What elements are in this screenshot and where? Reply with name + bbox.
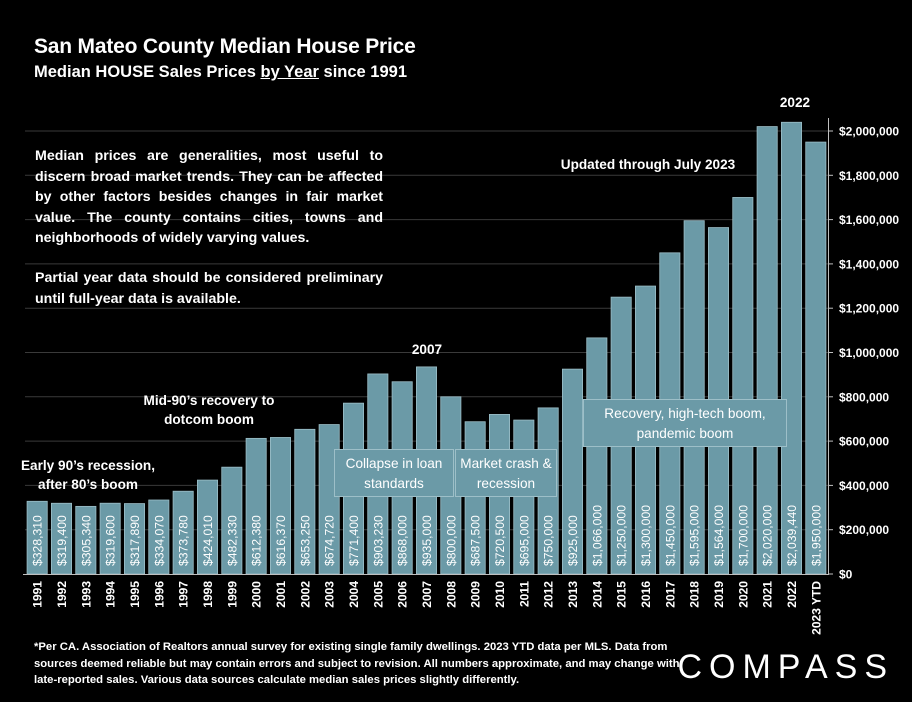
x-tick-label-2017: 2017	[663, 581, 677, 608]
y-tick-label-9: $1,800,000	[839, 169, 899, 183]
y-tick-label-4: $800,000	[839, 390, 889, 404]
value-label-1994: $319,600	[104, 515, 118, 566]
subtitle-prefix: Median HOUSE Sales Prices	[34, 63, 261, 81]
value-label-2022: $2,039,440	[785, 505, 799, 566]
updated-note: Updated through July 2023	[560, 157, 736, 172]
value-label-2014: $1,066,000	[590, 505, 604, 566]
value-label-2019: $1,564,000	[712, 505, 726, 566]
x-tick-label-2022: 2022	[785, 581, 799, 608]
x-tick-label-2009: 2009	[469, 581, 483, 608]
annotation-2007: 2007	[411, 342, 443, 357]
value-label-2006: $868,000	[396, 515, 410, 566]
value-label-2023 YTD: $1,950,000	[809, 505, 823, 566]
x-tick-label-1999: 1999	[225, 581, 239, 608]
y-tick-label-8: $1,600,000	[839, 213, 899, 227]
annotation-collapse-box: Collapse in loan standards	[334, 449, 454, 497]
x-tick-label-2015: 2015	[615, 581, 629, 608]
annotation-early-90s: Early 90’s recession, after 80’s boom	[20, 458, 155, 492]
y-tick-label-7: $1,400,000	[839, 257, 899, 271]
value-label-1993: $305,340	[79, 515, 93, 566]
subtitle-underlined: by Year	[260, 63, 319, 81]
value-label-2001: $616,370	[274, 515, 288, 566]
value-label-2020: $1,700,000	[736, 505, 750, 566]
x-tick-label-2008: 2008	[444, 581, 458, 608]
x-tick-label-2021: 2021	[761, 581, 775, 608]
value-label-2011: $695,000	[517, 515, 531, 566]
value-label-2000: $612,380	[250, 515, 264, 566]
value-label-2007: $935,000	[420, 515, 434, 566]
x-tick-label-2010: 2010	[493, 581, 507, 608]
y-tick-label-2: $400,000	[839, 479, 889, 493]
x-tick-label-1994: 1994	[104, 581, 118, 608]
y-tick-label-0: $0	[839, 568, 853, 582]
value-label-2013: $925,000	[566, 515, 580, 566]
value-label-1991: $328,310	[31, 515, 45, 566]
x-tick-label-2020: 2020	[736, 581, 750, 608]
x-tick-label-2023 YTD: 2023 YTD	[809, 581, 823, 635]
value-label-2021: $2,020,000	[761, 505, 775, 566]
value-label-1992: $319,400	[55, 515, 69, 566]
x-tick-label-1993: 1993	[79, 581, 93, 608]
chart-subtitle: Median HOUSE Sales Prices by Year since …	[34, 63, 407, 82]
x-tick-label-2002: 2002	[298, 581, 312, 608]
annotation-mid-90s: Mid-90’s recovery to dotcom boom	[143, 393, 275, 427]
value-label-1999: $482,330	[225, 515, 239, 566]
y-tick-label-1: $200,000	[839, 523, 889, 537]
y-tick-label-3: $600,000	[839, 435, 889, 449]
x-tick-label-2013: 2013	[566, 581, 580, 608]
value-label-2008: $800,000	[444, 515, 458, 566]
compass-logo: COMPASS	[677, 648, 894, 686]
x-tick-label-1995: 1995	[128, 581, 142, 608]
x-tick-label-1992: 1992	[55, 581, 69, 608]
notes-paragraph-2: Partial year data should be considered p…	[35, 270, 383, 307]
x-tick-label-1997: 1997	[177, 581, 191, 608]
notes-paragraph-1: Median prices are generalities, most use…	[35, 148, 383, 246]
value-label-2002: $653,250	[298, 515, 312, 566]
x-tick-label-2018: 2018	[688, 581, 702, 608]
x-tick-label-2014: 2014	[590, 581, 604, 608]
value-label-2005: $903,230	[371, 515, 385, 566]
x-tick-label-2004: 2004	[347, 581, 361, 608]
x-tick-label-2011: 2011	[517, 581, 531, 607]
x-tick-label-2007: 2007	[420, 581, 434, 608]
value-label-2016: $1,300,000	[639, 505, 653, 566]
y-tick-label-5: $1,000,000	[839, 346, 899, 360]
x-tick-label-2005: 2005	[371, 581, 385, 608]
subtitle-suffix: since 1991	[318, 63, 408, 81]
value-label-1995: $317,890	[128, 515, 142, 566]
x-tick-label-2012: 2012	[542, 581, 556, 608]
annotation-crash-box: Market crash & recession	[455, 449, 557, 497]
value-label-2012: $750,000	[542, 515, 556, 566]
value-label-2018: $1,595,000	[688, 505, 702, 566]
value-label-2009: $687,500	[469, 515, 483, 566]
x-tick-label-1996: 1996	[152, 581, 166, 608]
x-tick-label-2016: 2016	[639, 581, 653, 608]
annotation-2022: 2022	[779, 95, 811, 110]
x-tick-label-2006: 2006	[396, 581, 410, 608]
value-label-2004: $771,400	[347, 515, 361, 566]
value-label-2003: $674,720	[323, 515, 337, 566]
x-tick-label-1991: 1991	[31, 581, 45, 608]
x-tick-label-2019: 2019	[712, 581, 726, 608]
annotation-recovery-box: Recovery, high-tech boom, pandemic boom	[583, 399, 787, 447]
value-label-2010: $720,500	[493, 515, 507, 566]
x-tick-label-2000: 2000	[250, 581, 264, 608]
x-tick-label-2003: 2003	[323, 581, 337, 608]
y-tick-label-6: $1,200,000	[839, 302, 899, 316]
value-label-1996: $334,070	[152, 515, 166, 566]
value-label-1997: $373,780	[177, 515, 191, 566]
x-tick-label-2001: 2001	[274, 581, 288, 608]
y-tick-label-10: $2,000,000	[839, 125, 899, 139]
value-label-2017: $1,450,000	[663, 505, 677, 566]
value-label-1998: $424,010	[201, 515, 215, 566]
footnote: *Per CA. Association of Realtors annual …	[34, 641, 680, 686]
x-tick-label-1998: 1998	[201, 581, 215, 608]
value-label-2015: $1,250,000	[615, 505, 629, 566]
chart-title: San Mateo County Median House Price	[34, 35, 416, 58]
